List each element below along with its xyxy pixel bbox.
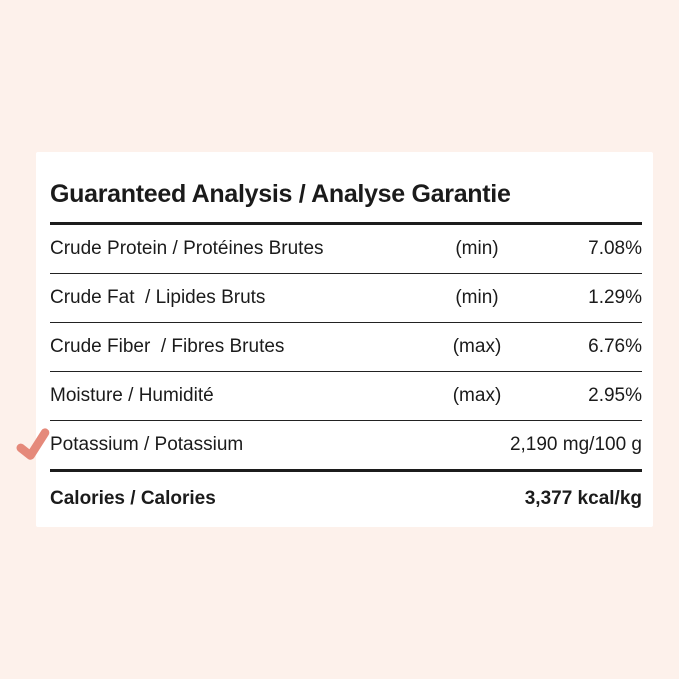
checkmark-icon: [16, 428, 50, 460]
nutrient-value: 1.29%: [588, 287, 642, 308]
panel-header: Guaranteed Analysis / Analyse Garantie: [50, 152, 642, 225]
qualifier-label: (min): [455, 238, 499, 259]
row-crude-protein: Crude Protein / Protéines Brutes (min) 7…: [50, 225, 642, 274]
nutrient-label: Potassium / Potassium: [50, 434, 244, 455]
row-calories: Calories / Calories 3,377 kcal/kg: [50, 472, 642, 526]
qualifier-label: (min): [455, 287, 499, 308]
nutrient-value: 3,377 kcal/kg: [524, 488, 642, 509]
nutrient-label: Crude Protein / Protéines Brutes: [50, 238, 324, 259]
nutrient-label: Calories / Calories: [50, 488, 216, 509]
guaranteed-analysis-panel: Guaranteed Analysis / Analyse Garantie C…: [16, 152, 653, 527]
nutrient-value: 7.08%: [588, 238, 642, 259]
row-potassium: Potassium / Potassium 2,190 mg/100 g: [16, 421, 642, 472]
nutrient-label: Crude Fat / Lipides Bruts: [50, 287, 266, 308]
qualifier-label: (max): [452, 336, 502, 357]
row-moisture: Moisture / Humidité (max) 2.95%: [50, 372, 642, 421]
row-crude-fiber: Crude Fiber / Fibres Brutes (max) 6.76%: [50, 323, 642, 372]
panel-title: Guaranteed Analysis / Analyse Garantie: [50, 180, 511, 208]
nutrient-value: 6.76%: [588, 336, 642, 357]
nutrient-value: 2,190 mg/100 g: [509, 434, 642, 455]
nutrient-label: Moisture / Humidité: [50, 385, 214, 406]
qualifier-label: (max): [452, 385, 502, 406]
row-crude-fat: Crude Fat / Lipides Bruts (min) 1.29%: [50, 274, 642, 323]
nutrient-label: Crude Fiber / Fibres Brutes: [50, 336, 285, 357]
nutrient-value: 2.95%: [588, 385, 642, 406]
